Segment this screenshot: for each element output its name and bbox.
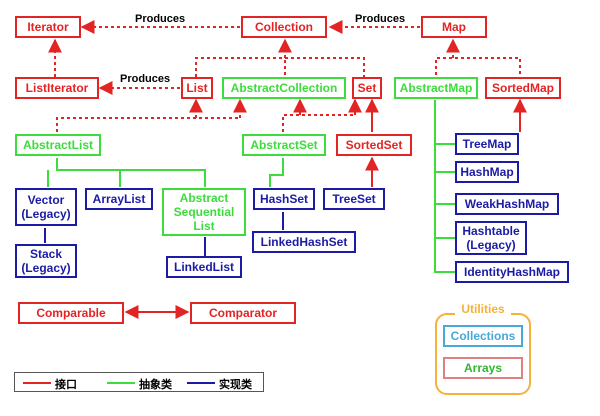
node-identityhashmap: IdentityHashMap xyxy=(455,261,569,283)
node-abstractlist: AbstractList xyxy=(15,134,101,156)
abstractset-connector xyxy=(282,114,355,132)
node-hashset: HashSet xyxy=(253,188,315,210)
abstractset-hashset-line xyxy=(269,158,284,187)
node-sortedmap: SortedMap xyxy=(485,77,561,99)
abstractlist-children-line xyxy=(56,158,121,187)
utilities-title: Utilities xyxy=(455,302,511,316)
node-weakhashmap: WeakHashMap xyxy=(455,193,559,215)
node-comparable: Comparable xyxy=(18,302,124,324)
node-abstractset: AbstractSet xyxy=(242,134,326,156)
utility-arrays: Arrays xyxy=(443,357,523,379)
node-linkedlist: LinkedList xyxy=(166,256,242,278)
node-sortedset: SortedSet xyxy=(336,134,412,156)
node-collection: Collection xyxy=(241,16,327,38)
node-map: Map xyxy=(421,16,487,38)
legend: 接口 抽象类 实现类 xyxy=(14,372,264,392)
node-linkedhashset: LinkedHashSet xyxy=(252,231,356,253)
node-treeset: TreeSet xyxy=(323,188,385,210)
node-stack: Stack (Legacy) xyxy=(15,244,77,278)
node-hashtable: Hashtable (Legacy) xyxy=(455,221,527,255)
legend-abstract-label: 抽象类 xyxy=(139,379,172,391)
legend-interface-swatch xyxy=(23,382,51,384)
abstractmap-spine-line xyxy=(434,100,455,273)
node-comparator: Comparator xyxy=(190,302,296,324)
map-children-connector xyxy=(435,57,521,75)
legend-implementation-swatch xyxy=(187,382,215,384)
legend-abstract-swatch xyxy=(107,382,135,384)
node-abstractsequentiallist: Abstract Sequential List xyxy=(162,188,246,236)
produces-label-1: Produces xyxy=(135,13,186,25)
produces-label-2: Produces xyxy=(355,13,406,25)
node-abstractmap: AbstractMap xyxy=(394,77,478,99)
node-treemap: TreeMap xyxy=(455,133,519,155)
utility-collections: Collections xyxy=(443,325,523,347)
abstractlist-connector xyxy=(56,117,240,132)
node-listiterator: ListIterator xyxy=(15,77,99,99)
node-hashmap: HashMap xyxy=(455,161,519,183)
node-vector: Vector (Legacy) xyxy=(15,188,77,226)
node-arraylist: ArrayList xyxy=(85,188,153,210)
list-set-connector xyxy=(195,57,365,77)
node-list: List xyxy=(181,77,213,99)
node-iterator: Iterator xyxy=(15,16,81,38)
legend-implementation-label: 实现类 xyxy=(219,379,252,391)
produces-label-3: Produces xyxy=(120,73,171,85)
legend-interface-label: 接口 xyxy=(55,379,77,391)
node-set: Set xyxy=(352,77,382,99)
node-abstractcollection: AbstractCollection xyxy=(222,77,346,99)
